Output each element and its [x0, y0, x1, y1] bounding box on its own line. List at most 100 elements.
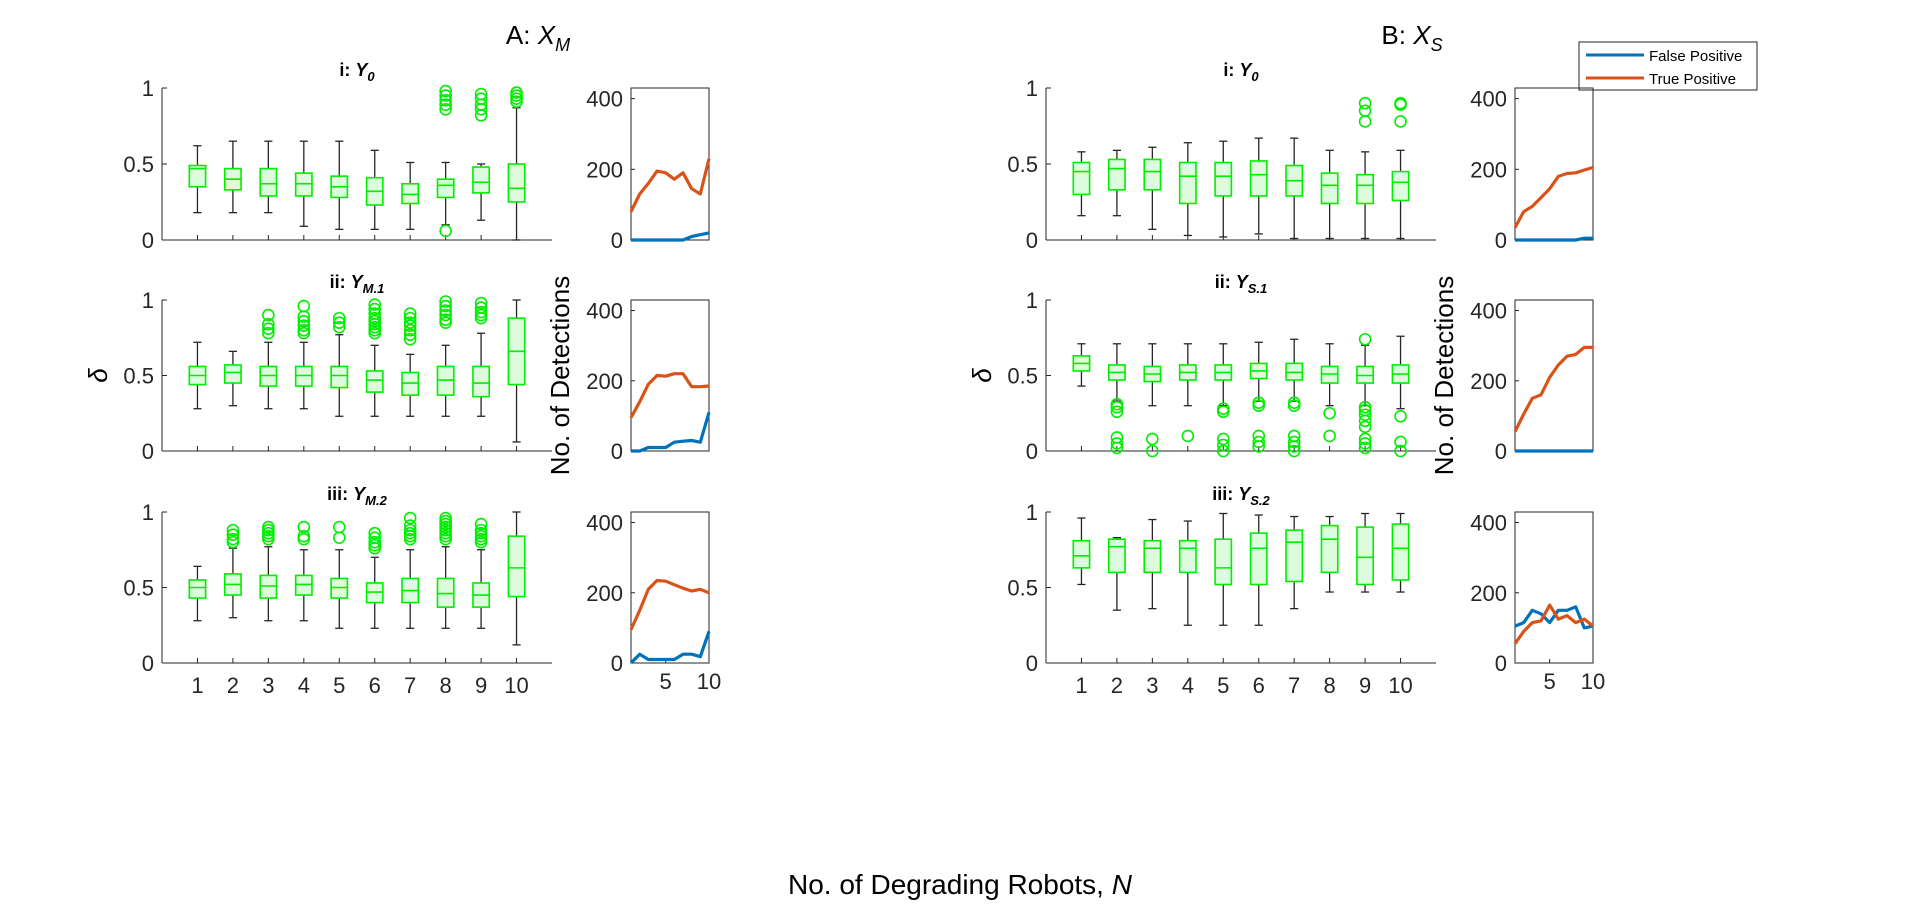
panel-a-ii-det: 0 200 400 No. of Detections: [545, 276, 711, 475]
legend: False Positive True Positive: [1578, 41, 1758, 91]
y-axis-label: δ: [967, 368, 997, 383]
outlier-point: [1287, 435, 1301, 449]
box-6: [1249, 137, 1268, 235]
y-tick-label: 1: [1026, 288, 1038, 313]
box-iqr: [1107, 538, 1126, 574]
legend-box: [1578, 41, 1758, 91]
subplot-title-var: Y: [1238, 484, 1252, 504]
box-2: [1107, 537, 1126, 611]
box-10: [1391, 512, 1410, 593]
x-tick-label: 10: [1581, 669, 1605, 694]
box-6: [1249, 514, 1268, 626]
box-iqr: [330, 365, 349, 389]
outlier-point: [474, 87, 488, 101]
box-iqr: [188, 164, 207, 188]
x-tick-label: 7: [404, 673, 416, 698]
x-tick-label: 3: [262, 673, 274, 698]
x-tick-label: 10: [1388, 673, 1412, 698]
outlier-point: [262, 317, 275, 331]
legend-label-false-positive: False Positive: [1649, 48, 1742, 65]
outlier-point: [368, 298, 382, 311]
outlier-point: [439, 102, 452, 116]
outlier-point: [1394, 435, 1407, 449]
outlier-point: [1110, 437, 1124, 450]
outlier-point: [403, 523, 417, 537]
plot-frame: [1514, 299, 1594, 452]
box-iqr: [507, 163, 526, 203]
box-iqr: [1178, 161, 1197, 205]
outlier-point: [1110, 431, 1124, 444]
x-tick-label: 2: [227, 673, 239, 698]
subplot-title-prefix: iii:: [327, 484, 353, 504]
outlier-point: [1358, 96, 1372, 110]
y-tick-label: 0.5: [123, 576, 154, 601]
y-tick-label: 200: [1470, 157, 1507, 182]
box-4: [1178, 142, 1197, 237]
panel-a-ii: 0 0.5 1 ii: YM.1 δ: [83, 272, 552, 464]
box-8: [436, 511, 455, 629]
outlier-point: [1252, 396, 1266, 409]
series-true-positive: [629, 578, 710, 631]
x-tick-label: 4: [1182, 673, 1194, 698]
box-iqr: [1249, 532, 1268, 586]
outlier-point: [439, 98, 452, 112]
outlier-point: [474, 305, 488, 319]
outlier-point: [439, 308, 452, 322]
outlier-point: [262, 520, 275, 534]
subplot-title-sub: S.2: [1250, 493, 1270, 508]
outlier-point: [1216, 432, 1230, 446]
outlier-point: [332, 316, 346, 329]
series-false-positive: [1514, 605, 1594, 630]
column-title-b: B: XS: [1381, 20, 1442, 55]
box-3: [259, 140, 278, 214]
outlier-point: [439, 93, 452, 107]
y-tick-label: 0: [1026, 439, 1038, 464]
outlier-point: [1394, 444, 1407, 458]
panel-b-iii-det: 0 200 400 5 10: [1470, 511, 1605, 694]
subplot-title: iii: YM.2: [327, 484, 387, 508]
y-tick-label: 0.5: [123, 364, 154, 389]
x-tick-label: 9: [1359, 673, 1371, 698]
box-iqr: [1356, 173, 1375, 205]
box-iqr: [472, 166, 491, 194]
outlier-point: [1216, 444, 1230, 458]
series-true-positive: [629, 158, 711, 213]
box-10: [507, 511, 526, 646]
box-iqr: [1249, 160, 1268, 197]
y-tick-label: 400: [586, 511, 623, 536]
box-9: [472, 517, 491, 629]
box-iqr: [1391, 170, 1410, 202]
box-3: [259, 520, 278, 622]
x-tick-label: 7: [1288, 673, 1300, 698]
y-tick-label: 0: [1495, 439, 1507, 464]
box-iqr: [472, 365, 491, 398]
series-false-positive: [631, 411, 711, 453]
outlier-point: [297, 529, 311, 543]
box-9: [472, 296, 491, 417]
subplot-title: i: Y0: [339, 60, 375, 84]
x-tick-label: 6: [369, 673, 381, 698]
y-axis-label: No. of Detections: [545, 276, 575, 475]
box-8: [436, 84, 455, 238]
outlier-point: [1146, 444, 1159, 458]
box-iqr: [188, 579, 207, 599]
box-1: [1072, 343, 1091, 387]
panel-a-iii-det: 0 200 400 5 10: [586, 511, 721, 694]
box-iqr: [1320, 172, 1339, 205]
subplot-title: ii: YM.1: [330, 272, 385, 296]
subplot-title-sub: M.1: [363, 281, 385, 296]
y-tick-label: 400: [586, 87, 623, 112]
box-7: [401, 307, 420, 417]
outlier-point: [1358, 408, 1372, 422]
x-tick-label: 8: [440, 673, 452, 698]
outlier-point: [403, 323, 417, 337]
outlier-point: [1216, 438, 1230, 452]
box-8: [1320, 343, 1339, 443]
box-iqr: [1178, 539, 1197, 574]
y-tick-label: 0: [142, 228, 154, 253]
box-iqr: [1143, 158, 1162, 191]
box-8: [436, 295, 455, 417]
